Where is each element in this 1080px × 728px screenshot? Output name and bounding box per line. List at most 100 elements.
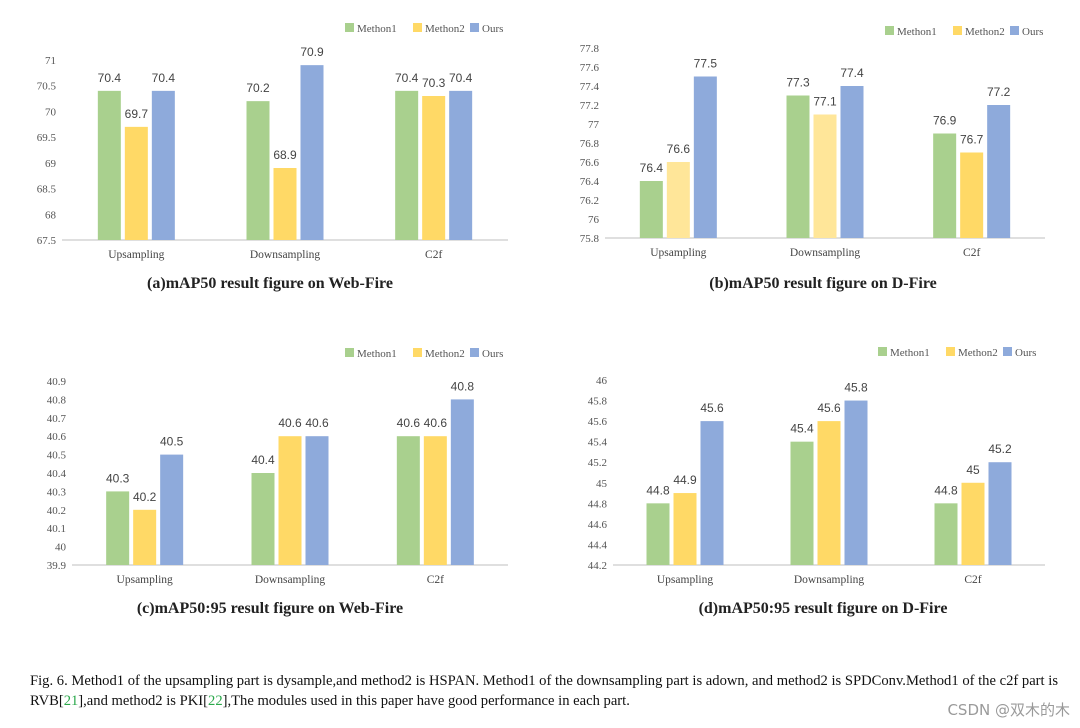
bar-ours xyxy=(160,454,184,565)
y-tick-label: 70 xyxy=(45,106,57,118)
data-label: 40.6 xyxy=(305,416,329,430)
legend-swatch-method2 xyxy=(413,23,422,32)
legend-label: Methon2 xyxy=(965,26,1005,38)
y-tick-label: 68.5 xyxy=(37,184,57,196)
chart-c-caption: (c)mAP50:95 result figure on Web-Fire xyxy=(136,600,404,617)
bar-method2 xyxy=(960,152,984,238)
y-tick-label: 40.9 xyxy=(47,376,67,388)
legend-label: Methon2 xyxy=(425,23,465,35)
y-tick-label: 68 xyxy=(45,209,57,221)
data-label: 70.4 xyxy=(152,71,176,85)
bar-ours xyxy=(151,90,175,240)
chart-a-caption: (a)mAP50 result figure on Web-Fire xyxy=(147,275,393,292)
y-tick-label: 76.6 xyxy=(580,157,600,169)
bar-ours xyxy=(450,399,474,565)
y-tick-label: 46 xyxy=(596,375,608,387)
legend-label: Methon1 xyxy=(890,347,930,359)
y-tick-label: 40.4 xyxy=(47,468,67,480)
bar-method1 xyxy=(251,473,275,565)
bar-ours xyxy=(449,90,473,240)
bar-method2 xyxy=(423,436,447,565)
reference-link-22[interactable]: 22 xyxy=(208,693,223,709)
y-tick-label: 44.6 xyxy=(588,519,608,531)
data-label: 45.8 xyxy=(844,381,868,395)
bar-ours xyxy=(305,436,329,565)
data-label: 45.2 xyxy=(988,442,1012,456)
bar-method2 xyxy=(273,168,297,240)
data-label: 68.9 xyxy=(273,148,297,162)
y-tick-label: 69 xyxy=(45,158,57,170)
y-tick-label: 45.8 xyxy=(588,396,608,408)
x-category-label: C2f xyxy=(427,574,444,586)
data-label: 40.8 xyxy=(451,379,475,393)
bar-method1 xyxy=(639,181,663,238)
bar-ours xyxy=(844,400,868,565)
bar-method2 xyxy=(133,509,157,565)
bar-method2 xyxy=(961,482,985,565)
x-category-label: C2f xyxy=(425,249,442,261)
chart-b-mAP50-d-fire: 75.87676.276.476.676.87777.277.477.677.8… xyxy=(580,26,1045,259)
bar-method1 xyxy=(790,441,814,565)
y-tick-label: 77.2 xyxy=(580,100,599,112)
legend-label: Ours xyxy=(1015,347,1036,359)
data-label: 77.2 xyxy=(987,85,1011,99)
bar-method1 xyxy=(246,101,270,241)
data-label: 70.3 xyxy=(422,76,446,90)
y-tick-label: 40.6 xyxy=(47,431,67,443)
bar-method1 xyxy=(934,503,958,565)
legend-label: Methon2 xyxy=(958,347,998,359)
legend-swatch-method2 xyxy=(413,348,422,357)
bar-ours xyxy=(987,105,1011,238)
data-label: 44.9 xyxy=(673,473,697,487)
legend-swatch-method1 xyxy=(345,348,354,357)
x-category-label: Downsampling xyxy=(794,574,865,586)
caption-text-2: ],and method2 is PKI[ xyxy=(78,693,209,709)
bar-ours xyxy=(988,462,1012,565)
caption-text-3: ],The modules used in this paper have go… xyxy=(222,693,630,709)
data-label: 40.6 xyxy=(424,416,448,430)
y-tick-label: 45.2 xyxy=(588,457,607,469)
data-label: 44.8 xyxy=(934,483,958,497)
legend-swatch-ours xyxy=(1010,26,1019,35)
y-tick-label: 76.4 xyxy=(580,176,600,188)
legend-label: Methon2 xyxy=(425,348,465,360)
y-tick-label: 40.3 xyxy=(47,486,67,498)
y-tick-label: 44.2 xyxy=(588,560,607,572)
legend-swatch-method2 xyxy=(946,347,955,356)
y-tick-label: 77 xyxy=(588,119,600,131)
data-label: 70.4 xyxy=(449,71,473,85)
chart-b-caption: (b)mAP50 result figure on D-Fire xyxy=(709,275,937,292)
legend-label: Ours xyxy=(482,348,503,360)
x-category-label: Downsampling xyxy=(250,249,321,261)
figure-caption: Fig. 6. Method1 of the upsampling part i… xyxy=(30,671,1058,711)
y-tick-label: 76.2 xyxy=(580,195,599,207)
legend-label: Methon1 xyxy=(897,26,937,38)
chart-c-mAP50-95-web-fire: 39.94040.140.240.340.440.540.640.740.840… xyxy=(47,348,508,586)
bar-method2 xyxy=(817,421,841,565)
x-category-label: Upsampling xyxy=(657,574,713,586)
legend-swatch-method1 xyxy=(878,347,887,356)
y-tick-label: 76 xyxy=(588,214,600,226)
data-label: 77.3 xyxy=(786,76,810,90)
data-label: 40.6 xyxy=(278,416,302,430)
data-label: 76.4 xyxy=(640,161,664,175)
x-category-label: Upsampling xyxy=(117,574,173,586)
caption-text-1: Fig. 6. Method1 of the upsampling part i… xyxy=(30,673,1058,709)
data-label: 40.3 xyxy=(106,471,130,485)
x-category-label: Upsampling xyxy=(650,247,706,259)
data-label: 40.5 xyxy=(160,435,184,449)
data-label: 76.7 xyxy=(960,133,984,147)
data-label: 77.5 xyxy=(694,57,718,71)
bar-ours xyxy=(693,76,717,238)
data-label: 40.6 xyxy=(397,416,421,430)
data-label: 40.2 xyxy=(133,490,157,504)
y-tick-label: 40.8 xyxy=(47,394,67,406)
data-label: 77.4 xyxy=(840,66,864,80)
y-tick-label: 70.5 xyxy=(37,81,57,93)
data-label: 70.2 xyxy=(246,81,270,95)
reference-link-21[interactable]: 21 xyxy=(63,693,79,709)
bar-method1 xyxy=(97,90,121,240)
y-tick-label: 45.4 xyxy=(588,437,608,449)
bar-method1 xyxy=(786,95,810,238)
y-tick-label: 77.4 xyxy=(580,81,600,93)
